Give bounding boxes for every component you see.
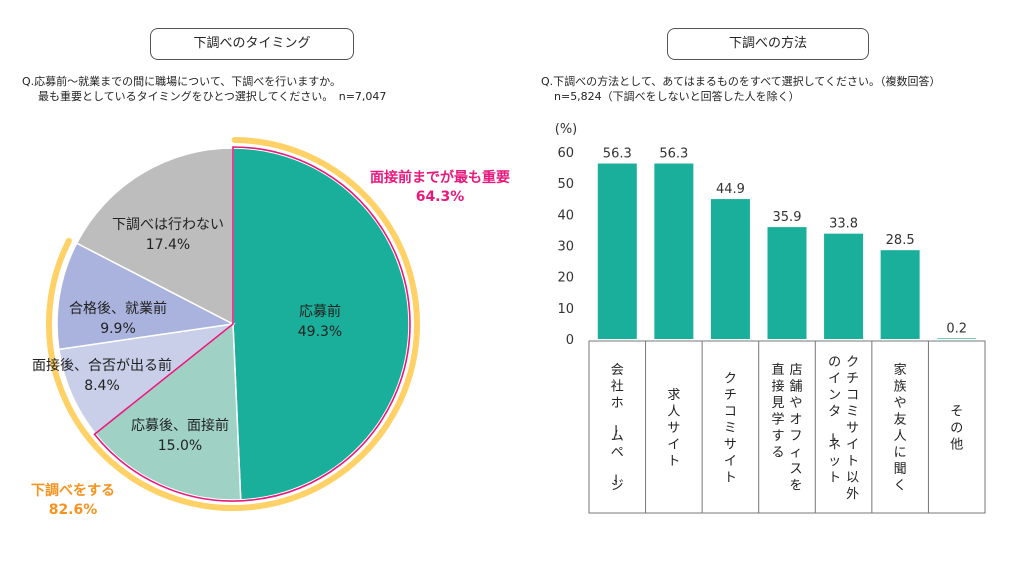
pie-value-応募後面接前: 15.0%: [158, 438, 202, 454]
callout-interview-value: 64.3%: [415, 189, 465, 205]
pie-chart: 応募前 49.3% 応募後、面接前 15.0% 面接後、合否が出る前 8.4% 合格後、就業…: [32, 137, 420, 511]
left-question-line2: 最も重要としているタイミングをひとつ選択してください。 n=7,047: [38, 90, 387, 103]
category-label-3: クチコミサイト: [724, 371, 737, 485]
y-tick-10: 10: [557, 302, 574, 317]
callout-research: 下調べをする 82.6%: [18, 482, 128, 520]
pie-value-面接後合否が出る前: 8.4%: [84, 378, 120, 394]
bar-value-1: 56.3: [603, 147, 632, 162]
pie-slice-1: [232, 147, 410, 501]
bar-1: [597, 163, 637, 339]
right-question-line2: n=5,824（下調べをしないと回答した人を除く）: [554, 90, 800, 103]
category-label-1: 会社ホームページ: [607, 363, 624, 494]
pie-slice-5: [75, 147, 234, 326]
pie-label-下調べは行わない: 下調べは行わない: [112, 217, 224, 233]
category-label-5-2: のインターネット: [824, 355, 841, 486]
research-arc: [46, 137, 420, 511]
pie-slice-3: [57, 322, 236, 435]
bar-value-5: 33.8: [829, 217, 858, 232]
right-section-title: 下調べの方法: [667, 28, 869, 60]
bar-value-3: 44.9: [716, 182, 745, 197]
callout-research-label: 下調べをする: [31, 483, 115, 499]
bar-3: [710, 199, 750, 339]
right-question-line1: Q.下調べの方法として、あてはまるものをすべて選択してください。（複数回答）: [541, 75, 941, 88]
callout-interview-before: 面接前までが最も重要 64.3%: [355, 169, 525, 207]
y-tick-50: 50: [557, 177, 574, 192]
category-label-4-2: 直接見学する: [771, 363, 784, 461]
category-table: [588, 340, 986, 514]
pie-slice-2: [94, 322, 242, 501]
bar-value-2: 56.3: [659, 147, 688, 162]
y-tick-0: 0: [566, 333, 574, 348]
bar-value-6: 28.5: [886, 233, 915, 248]
left-section-title: 下調べのタイミング: [150, 28, 354, 60]
pie-label-応募前: 応募前: [299, 303, 341, 320]
category-label-7: その他: [950, 404, 963, 452]
callout-interview-label: 面接前までが最も重要: [370, 170, 510, 186]
pie-value-応募前: 49.3%: [298, 324, 342, 340]
bar-2: [654, 163, 694, 339]
y-tick-30: 30: [557, 240, 574, 255]
left-question-line1: Q.応募前～就業までの間に職場について、下調べを行いますか。: [22, 75, 342, 88]
bar-5: [824, 233, 864, 339]
y-tick-60: 60: [557, 146, 574, 161]
pie-label-応募後面接前: 応募後、面接前: [131, 417, 229, 434]
bar-4: [767, 227, 807, 339]
pie-label-合格後就業前: 合格後、就業前: [69, 300, 167, 317]
bar-7: [937, 338, 977, 339]
category-label-5-1: クチコミサイト以外: [846, 355, 859, 502]
pie-value-合格後就業前: 9.9%: [100, 321, 136, 337]
bar-value-4: 35.9: [773, 210, 802, 225]
pie-value-下調べは行わない: 17.4%: [146, 237, 190, 253]
y-axis-unit: (%): [555, 122, 578, 137]
pie-slice-4: [56, 242, 236, 351]
interview-before-outline: [93, 146, 411, 502]
y-tick-20: 20: [557, 271, 574, 286]
category-label-2: 求人サイト: [667, 388, 680, 469]
callout-research-value: 82.6%: [48, 502, 98, 518]
bar-6: [880, 250, 920, 339]
category-label-4-1: 店舗やオフィスを: [789, 363, 802, 494]
bar-value-7: 0.2: [946, 321, 967, 336]
y-tick-40: 40: [557, 208, 574, 223]
pie-label-面接後合否が出る前: 面接後、合否が出る前: [32, 357, 172, 374]
category-label-6: 家族や友人に聞く: [894, 362, 907, 494]
